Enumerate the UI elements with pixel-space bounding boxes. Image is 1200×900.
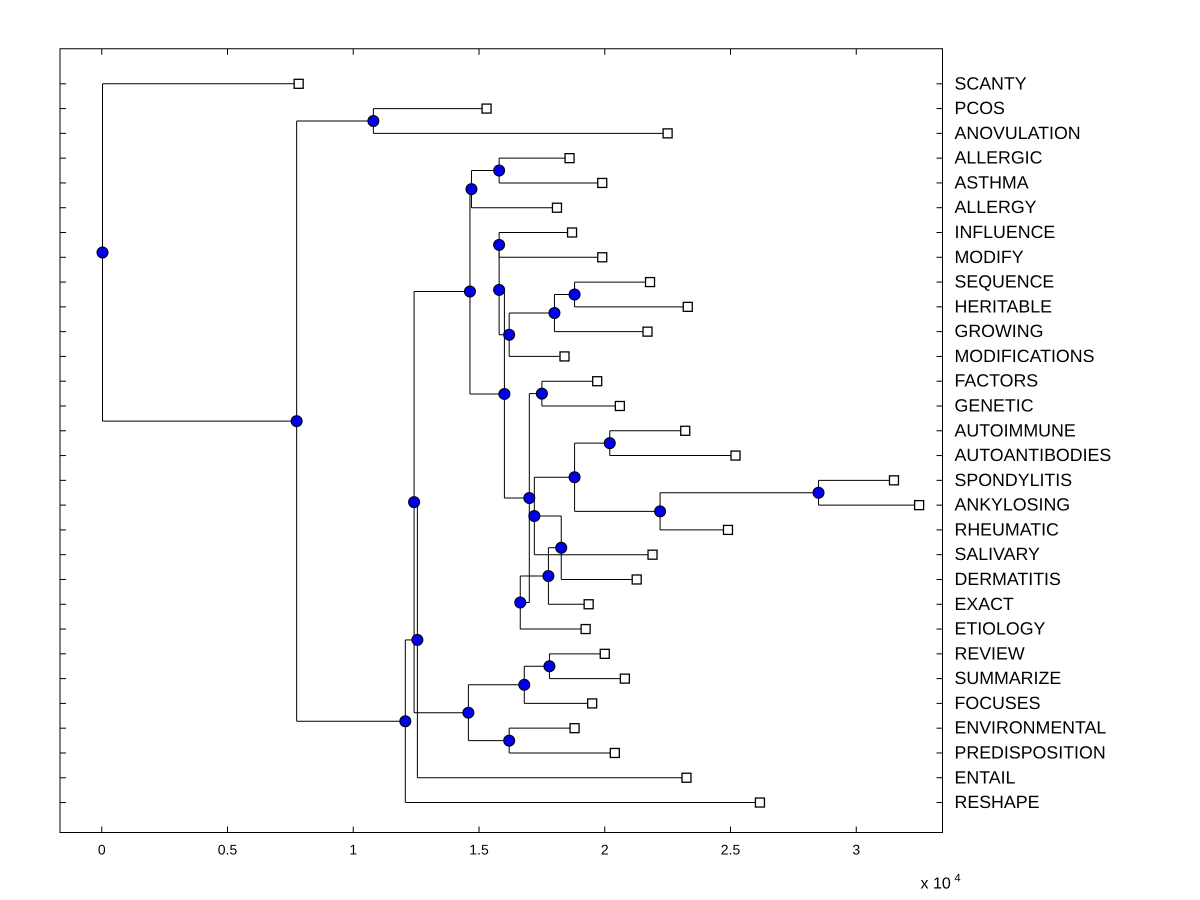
svg-text:SEQUENCE: SEQUENCE xyxy=(955,272,1055,292)
svg-text:PCOS: PCOS xyxy=(955,98,1006,118)
svg-text:x 10: x 10 xyxy=(921,876,951,893)
svg-text:ETIOLOGY: ETIOLOGY xyxy=(955,619,1046,639)
svg-text:AUTOANTIBODIES: AUTOANTIBODIES xyxy=(955,445,1112,465)
svg-text:1: 1 xyxy=(349,842,357,858)
svg-text:DERMATITIS: DERMATITIS xyxy=(955,569,1061,589)
svg-text:REVIEW: REVIEW xyxy=(955,643,1025,663)
svg-text:0: 0 xyxy=(98,842,106,858)
svg-text:AUTOIMMUNE: AUTOIMMUNE xyxy=(955,420,1076,440)
svg-text:ANOVULATION: ANOVULATION xyxy=(955,123,1081,143)
svg-text:2.5: 2.5 xyxy=(721,842,741,858)
svg-text:MODIFICATIONS: MODIFICATIONS xyxy=(955,346,1095,366)
svg-text:RHEUMATIC: RHEUMATIC xyxy=(955,519,1060,539)
svg-text:MODIFY: MODIFY xyxy=(955,247,1024,267)
svg-text:2: 2 xyxy=(601,842,609,858)
svg-text:HERITABLE: HERITABLE xyxy=(955,296,1053,316)
svg-text:SCANTY: SCANTY xyxy=(955,73,1027,93)
svg-text:GROWING: GROWING xyxy=(955,321,1044,341)
svg-text:ENVIRONMENTAL: ENVIRONMENTAL xyxy=(955,718,1107,738)
svg-text:FACTORS: FACTORS xyxy=(955,371,1039,391)
svg-text:INFLUENCE: INFLUENCE xyxy=(955,222,1056,242)
svg-text:4: 4 xyxy=(955,873,961,885)
svg-text:ENTAIL: ENTAIL xyxy=(955,767,1016,787)
svg-text:PREDISPOSITION: PREDISPOSITION xyxy=(955,742,1106,762)
svg-text:FOCUSES: FOCUSES xyxy=(955,693,1041,713)
svg-text:ALLERGIC: ALLERGIC xyxy=(955,148,1043,168)
svg-text:ANKYLOSING: ANKYLOSING xyxy=(955,495,1071,515)
svg-text:1.5: 1.5 xyxy=(469,842,489,858)
svg-text:3: 3 xyxy=(852,842,860,858)
svg-text:0.5: 0.5 xyxy=(218,842,238,858)
svg-text:SALIVARY: SALIVARY xyxy=(955,544,1040,564)
svg-text:EXACT: EXACT xyxy=(955,594,1014,614)
svg-text:ALLERGY: ALLERGY xyxy=(955,197,1037,217)
svg-text:SPONDYLITIS: SPONDYLITIS xyxy=(955,470,1073,490)
svg-text:SUMMARIZE: SUMMARIZE xyxy=(955,668,1062,688)
svg-text:RESHAPE: RESHAPE xyxy=(955,792,1040,812)
svg-text:GENETIC: GENETIC xyxy=(955,395,1034,415)
svg-text:ASTHMA: ASTHMA xyxy=(955,172,1029,192)
